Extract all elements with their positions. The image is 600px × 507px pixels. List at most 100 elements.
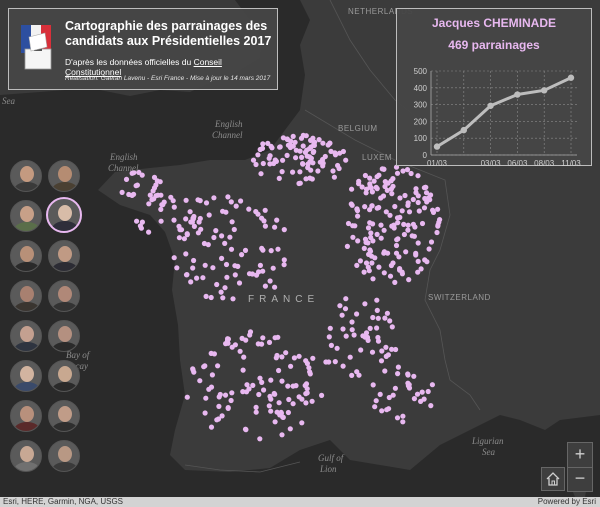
parrainage-marker[interactable] (286, 396, 292, 403)
parrainage-marker[interactable] (332, 359, 338, 365)
parrainage-marker[interactable] (257, 375, 263, 381)
parrainage-marker[interactable] (211, 234, 217, 241)
parrainage-marker[interactable] (184, 232, 190, 238)
parrainage-marker[interactable] (239, 252, 245, 258)
parrainage-marker[interactable] (201, 240, 207, 247)
parrainage-marker[interactable] (305, 161, 311, 167)
parrainage-marker[interactable] (293, 383, 299, 389)
parrainage-marker[interactable] (381, 250, 387, 256)
parrainage-marker[interactable] (228, 199, 234, 205)
parrainage-marker[interactable] (395, 364, 401, 370)
parrainage-marker[interactable] (233, 203, 239, 209)
parrainage-marker[interactable] (392, 203, 398, 210)
parrainage-marker[interactable] (288, 363, 294, 369)
parrainage-marker[interactable] (203, 293, 209, 299)
parrainage-marker[interactable] (421, 205, 428, 211)
parrainage-marker[interactable] (227, 234, 233, 240)
parrainage-marker[interactable] (352, 223, 358, 229)
parrainage-marker[interactable] (376, 172, 382, 178)
parrainage-marker[interactable] (347, 354, 353, 360)
parrainage-marker[interactable] (276, 175, 282, 181)
parrainage-marker[interactable] (401, 221, 407, 227)
parrainage-marker[interactable] (259, 341, 265, 347)
parrainage-marker[interactable] (415, 258, 421, 264)
parrainage-marker[interactable] (262, 207, 268, 213)
parrainage-marker[interactable] (171, 204, 177, 210)
parrainage-marker[interactable] (290, 401, 296, 407)
parrainage-marker[interactable] (364, 334, 371, 340)
parrainage-marker[interactable] (168, 194, 174, 200)
parrainage-marker[interactable] (184, 272, 190, 278)
parrainage-marker[interactable] (354, 262, 360, 268)
parrainage-marker[interactable] (369, 189, 375, 195)
parrainage-marker[interactable] (421, 185, 427, 191)
parrainage-marker[interactable] (376, 204, 382, 211)
parrainage-marker[interactable] (309, 398, 315, 404)
parrainage-marker[interactable] (400, 413, 406, 419)
parrainage-marker[interactable] (146, 229, 152, 235)
parrainage-marker[interactable] (382, 368, 388, 374)
attribution-sources[interactable]: Esri, HERE, Garmin, NGA, USGS (3, 497, 124, 506)
parrainage-marker[interactable] (382, 183, 388, 190)
parrainage-marker[interactable] (310, 355, 316, 361)
parrainage-marker[interactable] (225, 194, 231, 200)
parrainage-marker[interactable] (362, 172, 368, 179)
avatar-candidate-15[interactable] (10, 440, 42, 472)
parrainage-marker[interactable] (397, 195, 403, 201)
parrainage-marker[interactable] (382, 315, 388, 321)
avatar-candidate-14[interactable] (48, 400, 80, 432)
parrainage-marker[interactable] (349, 327, 355, 333)
parrainage-marker[interactable] (300, 132, 306, 138)
parrainage-marker[interactable] (405, 222, 411, 228)
parrainage-marker[interactable] (307, 175, 313, 181)
parrainage-marker[interactable] (392, 279, 398, 285)
parrainage-marker[interactable] (357, 258, 363, 264)
parrainage-marker[interactable] (296, 394, 302, 400)
parrainage-marker[interactable] (394, 415, 401, 421)
parrainage-marker[interactable] (343, 157, 349, 163)
parrainage-marker[interactable] (349, 319, 355, 325)
parrainage-marker[interactable] (415, 173, 421, 179)
parrainage-marker[interactable] (403, 249, 409, 255)
parrainage-marker[interactable] (435, 206, 441, 212)
parrainage-marker[interactable] (267, 278, 273, 284)
parrainage-marker[interactable] (230, 296, 236, 302)
parrainage-marker[interactable] (365, 264, 371, 270)
parrainage-marker[interactable] (411, 373, 417, 379)
parrainage-marker[interactable] (220, 295, 226, 301)
parrainage-marker[interactable] (384, 310, 390, 316)
parrainage-marker[interactable] (406, 385, 413, 391)
chart-data-point[interactable] (541, 87, 548, 94)
parrainage-marker[interactable] (272, 157, 278, 163)
conseil-constitutionnel-link[interactable]: Conseil Constitutionnel (65, 57, 222, 77)
parrainage-marker[interactable] (349, 372, 355, 378)
parrainage-marker[interactable] (154, 178, 160, 184)
avatar-candidate-10[interactable] (48, 320, 80, 352)
parrainage-marker[interactable] (200, 275, 206, 281)
parrainage-marker[interactable] (304, 390, 310, 396)
parrainage-marker[interactable] (331, 174, 337, 180)
parrainage-marker[interactable] (354, 369, 360, 375)
parrainage-marker[interactable] (231, 226, 237, 233)
parrainage-marker[interactable] (388, 262, 394, 269)
parrainage-marker[interactable] (379, 348, 385, 354)
parrainage-marker[interactable] (272, 284, 278, 290)
parrainage-marker[interactable] (223, 209, 229, 215)
parrainage-marker[interactable] (183, 251, 189, 257)
parrainage-marker[interactable] (214, 281, 220, 288)
parrainage-marker[interactable] (395, 371, 401, 377)
parrainage-marker[interactable] (138, 225, 144, 231)
parrainage-marker[interactable] (413, 250, 419, 256)
parrainage-marker[interactable] (177, 227, 183, 233)
parrainage-marker[interactable] (260, 141, 266, 147)
parrainage-marker[interactable] (275, 246, 281, 252)
parrainage-marker[interactable] (373, 398, 379, 404)
parrainage-marker[interactable] (194, 275, 200, 281)
parrainage-marker[interactable] (300, 161, 306, 167)
parrainage-marker[interactable] (283, 350, 289, 356)
parrainage-marker[interactable] (369, 253, 375, 259)
parrainage-marker[interactable] (296, 353, 302, 359)
parrainage-marker[interactable] (267, 161, 273, 167)
parrainage-marker[interactable] (249, 271, 255, 277)
parrainage-marker[interactable] (300, 143, 306, 149)
